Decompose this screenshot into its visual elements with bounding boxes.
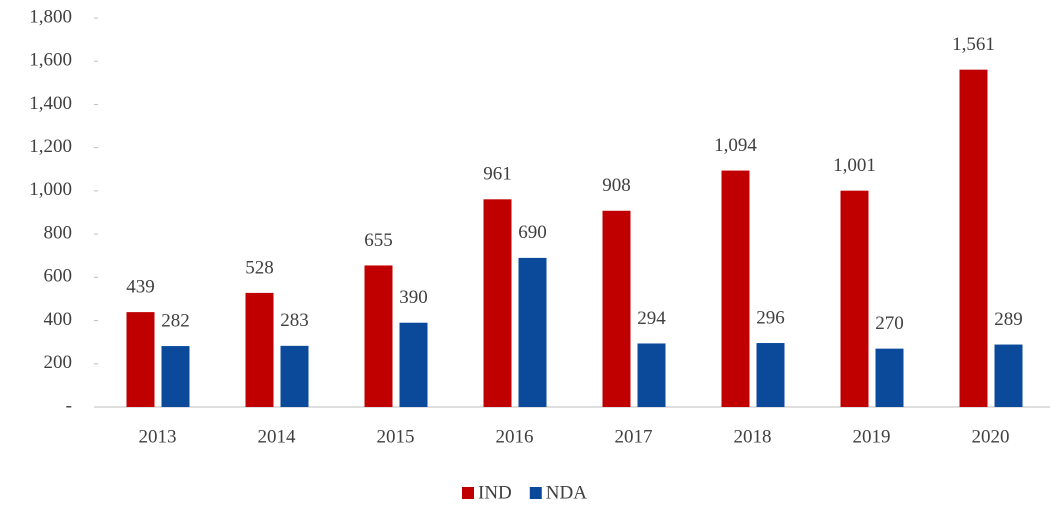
data-label: 294 — [637, 308, 666, 329]
x-tick-label: 2014 — [258, 426, 297, 447]
bar — [602, 210, 631, 407]
legend-label: NDA — [546, 482, 587, 503]
y-tick-label: 1,400 — [29, 93, 72, 114]
bar — [994, 344, 1023, 407]
bar — [161, 346, 190, 407]
data-label: 289 — [994, 309, 1023, 330]
data-label: 1,001 — [833, 155, 876, 176]
data-label: 296 — [756, 307, 785, 328]
bar — [399, 322, 428, 407]
y-tick-label: 800 — [44, 222, 73, 243]
x-tick-label: 2015 — [377, 426, 415, 447]
y-tick-label: 400 — [44, 309, 73, 330]
data-label: 528 — [245, 257, 274, 278]
data-label: 655 — [364, 230, 393, 251]
bar — [721, 170, 750, 407]
legend-label: IND — [478, 482, 512, 503]
bar — [875, 348, 904, 407]
data-label: 283 — [280, 310, 309, 331]
data-label: 270 — [875, 313, 904, 334]
bar — [364, 265, 393, 407]
data-label: 908 — [602, 175, 631, 196]
x-tick-label: 2016 — [496, 426, 534, 447]
bar — [637, 343, 666, 407]
legend-swatch — [529, 487, 542, 499]
bar — [483, 199, 512, 407]
bar — [280, 345, 309, 407]
bar — [756, 343, 785, 407]
bar — [518, 257, 547, 407]
data-label: 282 — [161, 310, 190, 331]
y-tick-label: 1,000 — [29, 179, 72, 200]
y-tick-label: 1,600 — [29, 50, 72, 71]
bar — [126, 312, 155, 407]
bar — [245, 292, 274, 407]
data-label: 439 — [126, 276, 155, 297]
y-tick-label: 600 — [44, 266, 73, 287]
data-label: 390 — [399, 287, 428, 308]
y-tick-label: 1,200 — [29, 136, 72, 157]
x-tick-label: 2018 — [734, 426, 772, 447]
data-label: 1,094 — [714, 135, 757, 156]
x-tick-label: 2019 — [853, 426, 891, 447]
legend-swatch — [462, 487, 474, 499]
data-label: 690 — [518, 222, 547, 243]
y-tick-label: 1,800 — [29, 6, 72, 27]
x-tick-label: 2013 — [139, 426, 177, 447]
data-label: 1,561 — [952, 34, 995, 55]
y-tick-label: 200 — [44, 352, 73, 373]
bar — [959, 69, 988, 407]
x-tick-label: 2017 — [615, 426, 653, 447]
bar — [840, 190, 869, 407]
x-tick-label: 2020 — [972, 426, 1010, 447]
y-tick-label: - — [66, 395, 72, 416]
data-label: 961 — [483, 164, 512, 185]
